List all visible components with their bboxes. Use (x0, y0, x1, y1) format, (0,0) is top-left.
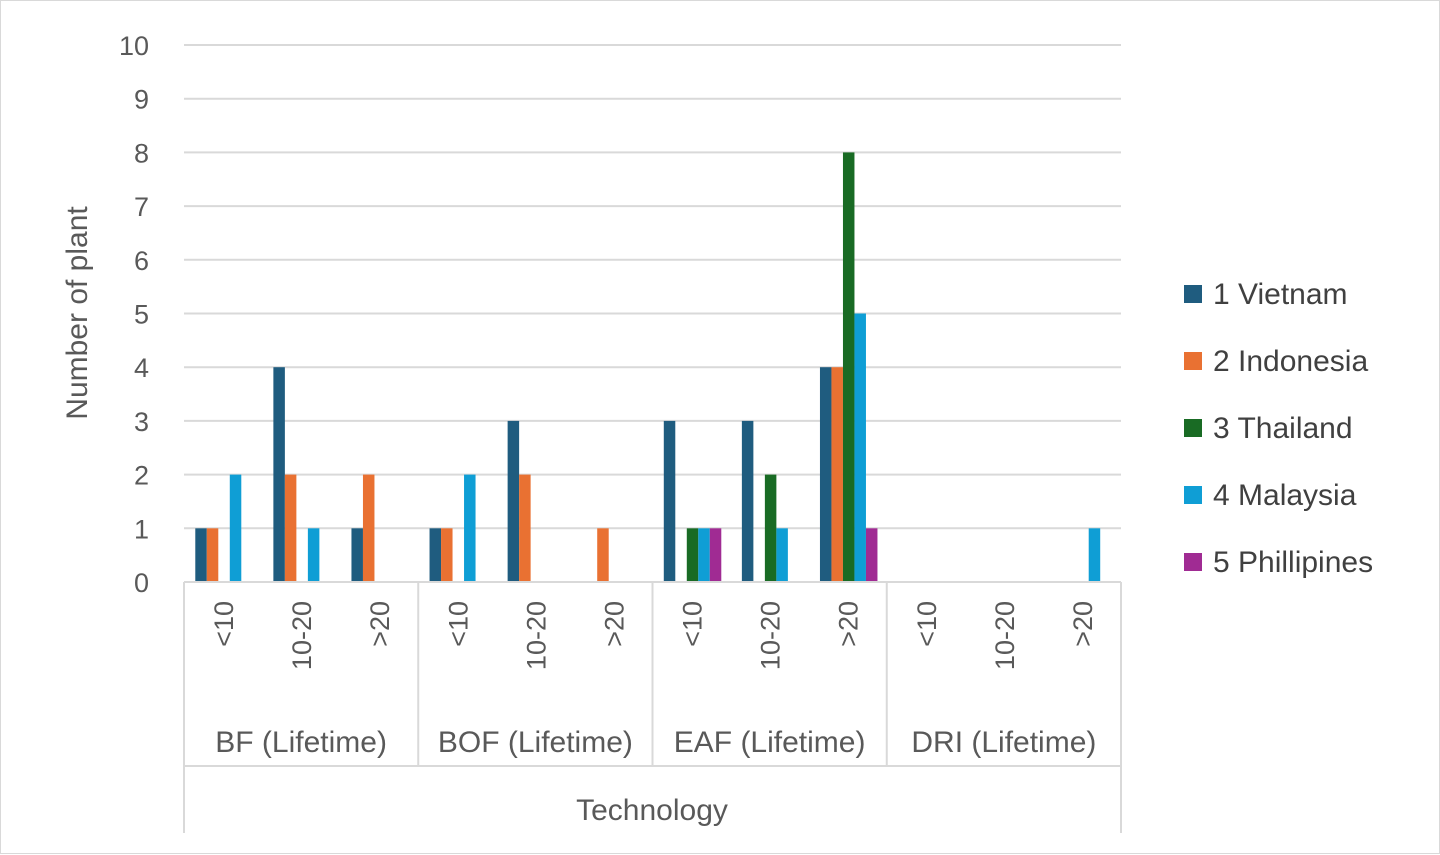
legend-label: 5 Phillipines (1213, 546, 1373, 579)
legend-swatch (1184, 553, 1202, 571)
legend: 1 Vietnam 2 Indonesia 3 Thailand 4 Malaysia… (1184, 278, 1373, 579)
y-tick-label: 5 (134, 300, 149, 330)
y-tick-label: 8 (134, 138, 149, 168)
x-tick-label: >20 (365, 601, 395, 647)
bar (441, 528, 453, 582)
y-tick-label: 4 (134, 353, 149, 383)
x-tick-label: 10-20 (521, 601, 551, 670)
group-label: DRI (Lifetime) (911, 726, 1096, 759)
bar (764, 474, 777, 582)
x-tick-label: <10 (209, 601, 239, 647)
x-axis-title: Technology (576, 794, 728, 827)
bar (1088, 528, 1101, 582)
y-axis-title: Number of plant (61, 206, 94, 420)
y-tick-label: 2 (134, 461, 149, 491)
bar (229, 474, 242, 582)
y-tick-label: 3 (134, 407, 149, 437)
bar (686, 528, 699, 582)
bar (519, 474, 531, 582)
x-tick-label: <10 (678, 601, 708, 647)
group-label: EAF (Lifetime) (674, 726, 866, 759)
bar (741, 420, 754, 582)
bar (831, 367, 843, 582)
bar (206, 528, 219, 582)
legend-swatch (1184, 486, 1202, 504)
bar (865, 528, 878, 582)
bar (709, 528, 722, 582)
bar (195, 528, 207, 582)
bar (842, 152, 855, 582)
x-tick-label: <10 (912, 601, 942, 647)
y-tick-label: 0 (134, 568, 149, 598)
bar (362, 474, 375, 582)
bar (698, 528, 710, 582)
bar (854, 313, 866, 582)
bars (195, 152, 1101, 582)
bar (273, 367, 285, 582)
group-label: BOF (Lifetime) (438, 726, 633, 759)
x-tick-label: 10-20 (287, 601, 317, 670)
y-tick-label: 6 (134, 246, 149, 276)
bar (597, 528, 609, 582)
x-tick-label: >20 (1068, 601, 1098, 647)
x-axis: <10 10-20 >20 <10 10-20 >20 <10 10-20 >20 <10 10-2… (183, 581, 1122, 833)
y-axis-ticks: 0 1 2 3 4 5 6 7 8 9 10 (119, 31, 149, 598)
legend-label: 3 Thailand (1213, 412, 1353, 445)
x-tick-label: 10-20 (756, 601, 786, 670)
bar (307, 528, 320, 582)
group-label: BF (Lifetime) (215, 726, 387, 759)
bar (429, 528, 442, 582)
legend-label: 4 Malaysia (1213, 479, 1357, 512)
y-tick-label: 10 (119, 31, 149, 61)
legend-swatch (1184, 285, 1202, 303)
y-tick-label: 1 (134, 514, 149, 544)
legend-label: 1 Vietnam (1213, 278, 1348, 311)
bar (776, 528, 788, 582)
gridlines (184, 44, 1121, 530)
legend-label: 2 Indonesia (1213, 345, 1368, 378)
bar (284, 474, 297, 582)
bar (464, 474, 476, 582)
bar (351, 528, 363, 582)
y-tick-label: 7 (134, 192, 149, 222)
x-tick-label: >20 (834, 601, 864, 647)
bar (507, 420, 520, 582)
x-tick-label: 10-20 (990, 601, 1020, 670)
legend-swatch (1184, 352, 1202, 370)
bar (819, 367, 832, 582)
bar (663, 420, 676, 582)
x-tick-label: <10 (443, 601, 473, 647)
y-tick-label: 9 (134, 85, 149, 115)
x-tick-label: >20 (599, 601, 629, 647)
legend-swatch (1184, 419, 1202, 437)
